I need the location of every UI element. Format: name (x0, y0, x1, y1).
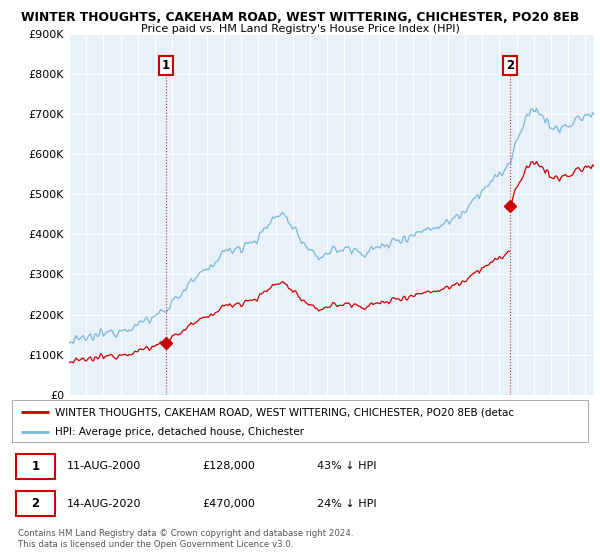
Text: 24% ↓ HPI: 24% ↓ HPI (317, 499, 377, 509)
Text: Contains HM Land Registry data © Crown copyright and database right 2024.
This d: Contains HM Land Registry data © Crown c… (18, 529, 353, 549)
Text: 2: 2 (32, 497, 40, 511)
Text: 14-AUG-2020: 14-AUG-2020 (67, 499, 141, 509)
Text: £128,000: £128,000 (202, 461, 255, 471)
Text: HPI: Average price, detached house, Chichester: HPI: Average price, detached house, Chic… (55, 427, 304, 437)
Text: WINTER THOUGHTS, CAKEHAM ROAD, WEST WITTERING, CHICHESTER, PO20 8EB (detac: WINTER THOUGHTS, CAKEHAM ROAD, WEST WITT… (55, 407, 514, 417)
Text: Price paid vs. HM Land Registry's House Price Index (HPI): Price paid vs. HM Land Registry's House … (140, 24, 460, 34)
Text: 11-AUG-2000: 11-AUG-2000 (67, 461, 141, 471)
Text: 1: 1 (32, 460, 40, 473)
Text: 1: 1 (161, 59, 170, 72)
Text: £470,000: £470,000 (202, 499, 255, 509)
Text: 2: 2 (506, 59, 514, 72)
Text: 43% ↓ HPI: 43% ↓ HPI (317, 461, 377, 471)
FancyBboxPatch shape (16, 492, 55, 516)
FancyBboxPatch shape (16, 454, 55, 479)
Text: WINTER THOUGHTS, CAKEHAM ROAD, WEST WITTERING, CHICHESTER, PO20 8EB: WINTER THOUGHTS, CAKEHAM ROAD, WEST WITT… (21, 11, 579, 24)
